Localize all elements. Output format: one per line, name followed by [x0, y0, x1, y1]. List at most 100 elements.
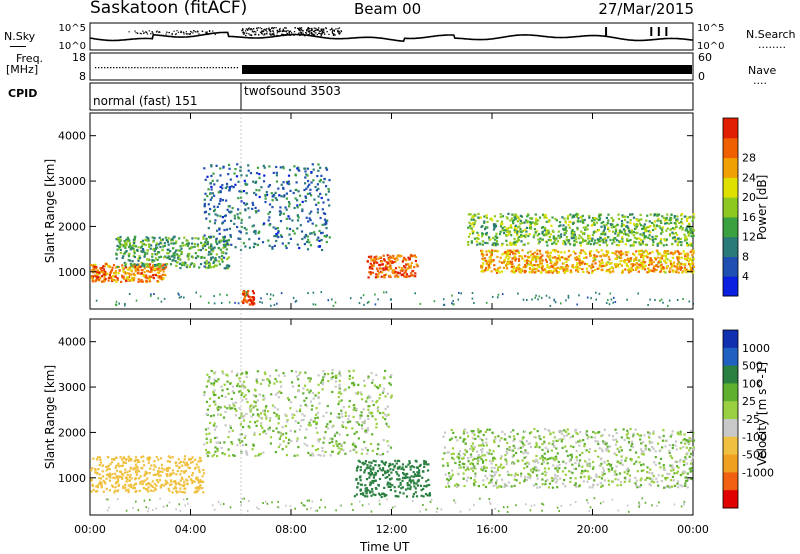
heatmap-cell	[545, 234, 548, 237]
heatmap-cell	[388, 274, 391, 277]
heatmap-cell	[247, 164, 250, 167]
heatmap-cell	[686, 472, 689, 475]
heatmap-cell	[621, 271, 624, 274]
heatmap-cell	[94, 280, 97, 283]
heatmap-cell	[174, 461, 177, 464]
heatmap-cell	[513, 231, 516, 234]
heatmap-cell	[684, 229, 687, 232]
heatmap-cell	[638, 237, 641, 240]
heatmap-cell	[172, 487, 175, 490]
heatmap-cell	[90, 264, 93, 267]
heatmap-cell	[518, 225, 521, 228]
noise-search-dot	[242, 32, 244, 34]
freq-dot	[155, 67, 157, 69]
heatmap-cell	[303, 243, 306, 246]
heatmap-cell	[272, 226, 275, 229]
heatmap-cell	[92, 265, 95, 268]
heatmap-cell	[657, 262, 660, 265]
heatmap-cell	[232, 403, 235, 406]
heatmap-cell	[450, 437, 453, 440]
heatmap-cell	[619, 484, 622, 487]
heatmap-cell	[285, 432, 288, 435]
heatmap-cell	[316, 211, 319, 214]
heatmap-cell	[247, 425, 250, 428]
heatmap-cell	[132, 468, 135, 471]
heatmap-cell	[626, 257, 630, 260]
heatmap-cell	[149, 270, 152, 273]
heatmap-cell	[154, 247, 157, 251]
heatmap-cell	[213, 258, 217, 261]
heatmap-cell	[282, 212, 285, 215]
heatmap-cell	[376, 270, 379, 273]
heatmap-cell	[126, 277, 129, 280]
heatmap-cell	[206, 451, 209, 454]
heatmap-cell	[415, 495, 419, 498]
heatmap-cell	[553, 262, 556, 265]
heatmap-cell	[96, 490, 99, 493]
heatmap-cell	[383, 258, 386, 261]
heatmap-cell	[242, 301, 245, 305]
heatmap-cell	[143, 251, 146, 254]
heatmap-cell	[317, 396, 321, 399]
heatmap-cell	[662, 466, 666, 469]
heatmap-cell	[602, 231, 605, 234]
heatmap-cell	[238, 377, 241, 380]
heatmap-cell	[489, 256, 492, 259]
heatmap-cell	[202, 491, 205, 494]
heatmap-cell	[575, 268, 578, 271]
heatmap-cell	[115, 304, 118, 307]
heatmap-cell	[509, 260, 512, 264]
heatmap-cell	[322, 376, 325, 379]
heatmap-cell	[204, 241, 207, 244]
heatmap-cell	[528, 267, 531, 270]
heatmap-cell	[232, 391, 236, 394]
heatmap-cell	[559, 224, 562, 227]
heatmap-cell	[325, 425, 328, 428]
heatmap-cell	[344, 452, 347, 455]
heatmap-cell	[585, 256, 588, 259]
heatmap-cell	[514, 259, 517, 262]
heatmap-cell	[190, 458, 193, 461]
heatmap-cell	[590, 267, 593, 270]
heatmap-cell	[583, 232, 586, 235]
heatmap-cell	[671, 263, 674, 266]
heatmap-cell	[96, 456, 100, 459]
heatmap-cell	[540, 262, 544, 265]
heatmap-cell	[515, 228, 518, 231]
heatmap-cell	[628, 229, 631, 233]
heatmap-cell	[151, 258, 154, 262]
heatmap-cell	[260, 424, 263, 427]
heatmap-cell	[203, 256, 206, 259]
heatmap-cell	[562, 224, 565, 227]
heatmap-cell	[688, 269, 691, 272]
heatmap-cell	[630, 266, 633, 269]
heatmap-cell	[171, 259, 174, 262]
heatmap-cell	[239, 169, 242, 172]
heatmap-cell	[183, 471, 186, 474]
heatmap-cell	[379, 453, 382, 457]
noise-search-dot	[321, 30, 323, 33]
heatmap-cell	[98, 477, 101, 480]
heatmap-cell	[519, 230, 522, 233]
heatmap-cell	[596, 440, 599, 443]
heatmap-cell	[277, 396, 280, 399]
noise-search-dot	[250, 34, 252, 36]
heatmap-cell	[261, 427, 264, 430]
heatmap-cell	[328, 204, 331, 207]
heatmap-cell	[92, 457, 95, 460]
heatmap-cell	[474, 214, 477, 217]
heatmap-cell	[582, 439, 585, 442]
heatmap-cell	[382, 411, 385, 414]
heatmap-cell	[325, 411, 328, 414]
heatmap-cell	[679, 225, 683, 228]
heatmap-cell	[541, 226, 544, 229]
heatmap-cell	[471, 215, 474, 218]
heatmap-cell	[402, 258, 405, 261]
heatmap-cell	[415, 466, 418, 469]
heatmap-cell	[234, 414, 237, 417]
heatmap-cell	[477, 234, 480, 237]
heatmap-cell	[370, 461, 373, 464]
heatmap-cell	[412, 475, 415, 478]
heatmap-cell	[275, 165, 278, 169]
heatmap-cell	[245, 174, 248, 177]
